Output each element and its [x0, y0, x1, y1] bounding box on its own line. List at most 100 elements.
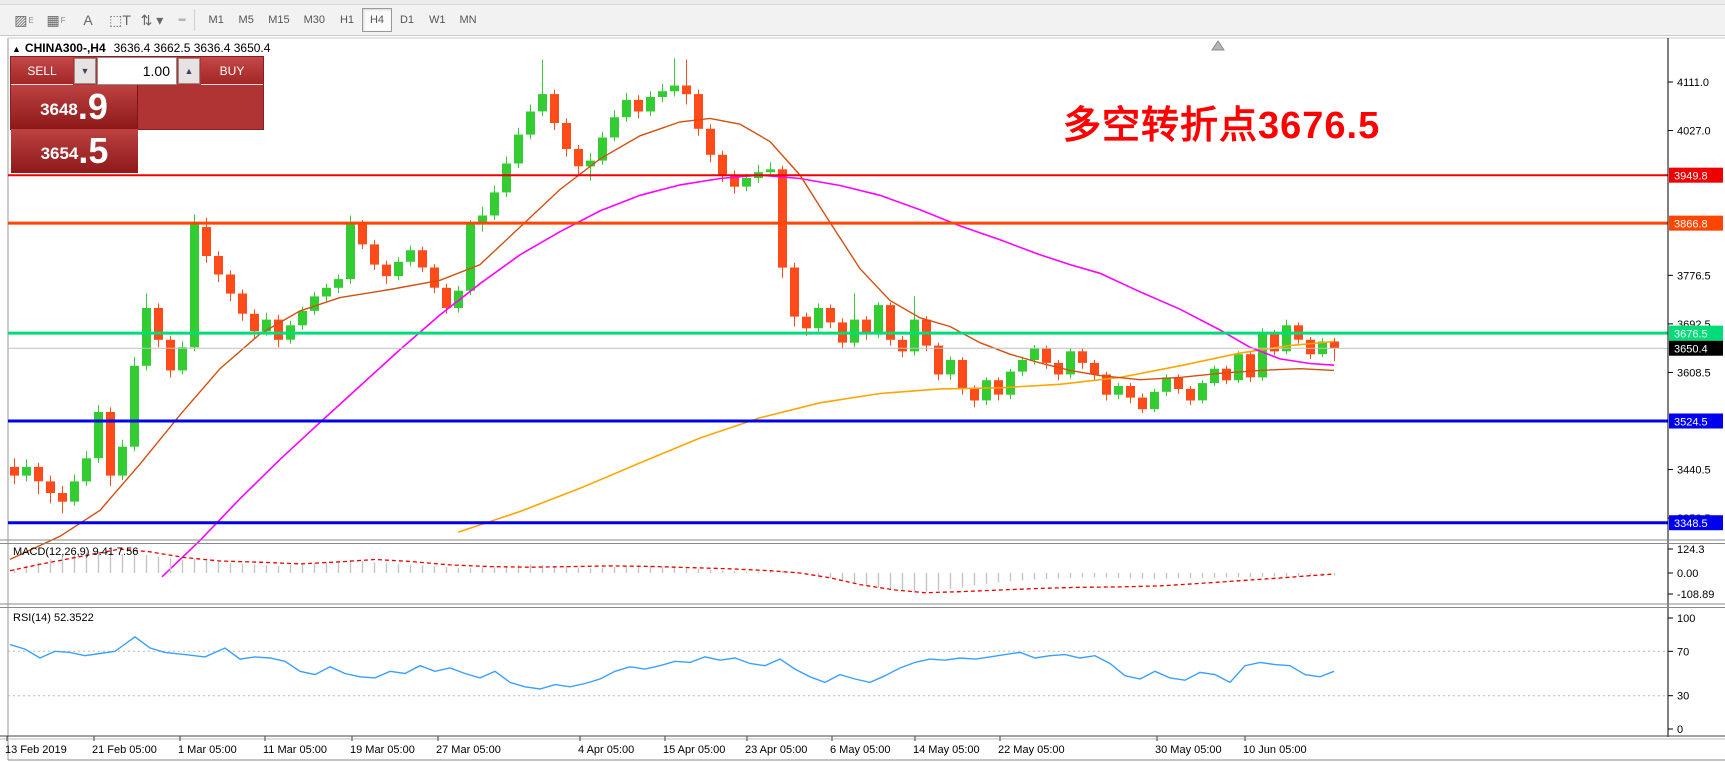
macd-axis-label: -108.89 [1677, 589, 1714, 601]
toolbar-drag-handle[interactable]: ▪▪▪▪ [178, 14, 186, 26]
timeframe-button-h1[interactable]: H1 [339, 14, 355, 26]
candle [490, 185, 499, 221]
sell-price-main: 3648 [40, 100, 78, 119]
candle [1150, 388, 1159, 412]
candle [334, 274, 343, 293]
candle [1138, 393, 1147, 414]
cycle-arrows-icon[interactable]: ⇅ ▾ [140, 11, 164, 28]
candle [1282, 319, 1291, 355]
ohlc-values: 3636.4 3662.5 3636.4 3650.4 [113, 41, 271, 55]
candle [1246, 351, 1255, 382]
candle [10, 458, 19, 485]
price-axis-label: 3440.5 [1677, 465, 1711, 477]
candle [850, 293, 859, 348]
candle [634, 95, 643, 119]
price-axis-label: 3608.5 [1677, 367, 1711, 379]
timeframe-button-m1[interactable]: M1 [208, 14, 224, 26]
candle [790, 262, 799, 327]
timeframe-button-mn[interactable]: MN [459, 14, 477, 26]
textbox-icon[interactable]: ⬚T [109, 11, 131, 28]
ma-mid-line [161, 174, 1335, 578]
indicators-icon[interactable]: ▨ E [14, 11, 34, 28]
candle [166, 335, 175, 378]
price-line-tag: 3650.4 [1674, 344, 1708, 356]
ma-fast-line [9, 117, 1335, 561]
candle [70, 474, 79, 506]
bull-bear-turning-point-annotation: 多空转折点3676.5 [1063, 105, 1381, 147]
candle [910, 296, 919, 356]
candle [1210, 365, 1219, 386]
timeframe-button-m15[interactable]: M15 [268, 14, 290, 26]
price-line-tag: 3676.5 [1674, 329, 1708, 341]
volume-up-button[interactable]: ▲ [178, 58, 200, 84]
candle [766, 162, 775, 177]
time-axis-label: 1 Mar 05:00 [178, 744, 237, 756]
time-axis-label: 22 May 05:00 [998, 744, 1065, 756]
candle [382, 260, 391, 284]
volume-spinner: ▼ 1.00 ▲ [73, 57, 201, 85]
chart-title: ▲ CHINA300-,H4 3636.4 3662.5 3636.4 3650.4 [12, 41, 270, 55]
sell-price-tile[interactable]: 3648.9 [11, 85, 138, 129]
timeframe-button-m5[interactable]: M5 [238, 14, 254, 26]
candle [1186, 386, 1195, 406]
sell-button[interactable]: SELL [11, 57, 73, 85]
candle [1222, 365, 1231, 385]
volume-down-button[interactable]: ▼ [74, 58, 96, 84]
candle [562, 118, 571, 157]
candle [1258, 328, 1267, 381]
chart-shift-marker-icon[interactable] [1211, 40, 1225, 51]
candle [58, 486, 67, 514]
buy-price-tile[interactable]: 3654.5 [11, 129, 138, 173]
macd-axis-label: 124.3 [1677, 544, 1705, 556]
candle [82, 451, 91, 486]
candle [646, 91, 655, 117]
candle [1018, 356, 1027, 377]
time-axis-label: 10 Jun 05:00 [1243, 744, 1307, 756]
time-axis-label: 4 Apr 05:00 [578, 744, 634, 756]
main-toolbar: ▨ E ▦ F A ⬚T ⇅ ▾ ▪▪▪▪ M1 M5 M15 M30 H1 H4 D1 W1 MN [0, 5, 1725, 36]
timeframe-button-m30[interactable]: M30 [303, 14, 325, 26]
timeframe-button-d1[interactable]: D1 [399, 14, 415, 26]
candle [826, 304, 835, 329]
timeframe-button-w1[interactable]: W1 [429, 14, 446, 26]
candle [214, 251, 223, 282]
candle [274, 314, 283, 348]
candle [934, 342, 943, 381]
candle [238, 289, 247, 321]
candle [370, 239, 379, 270]
candle [946, 356, 955, 380]
symbol-period: CHINA300-,H4 [24, 41, 106, 55]
candle [190, 214, 199, 352]
price-line-tag: 3866.8 [1674, 219, 1708, 231]
candle [130, 357, 139, 452]
candle [310, 291, 319, 315]
text-label-icon[interactable]: A [83, 12, 93, 28]
volume-input[interactable]: 1.00 [97, 57, 177, 85]
rsi-axis-label: 30 [1677, 691, 1689, 703]
price-line-tag-bg [1669, 325, 1723, 341]
candle [886, 302, 895, 346]
candle [514, 127, 523, 169]
candle [34, 462, 43, 495]
candle [550, 89, 559, 130]
toolbar-icon-group: ▨ E ▦ F A ⬚T ⇅ ▾ [8, 8, 168, 32]
grid-icon[interactable]: ▦ F [46, 11, 66, 28]
candle [466, 220, 475, 296]
candle [346, 215, 355, 284]
candle [454, 286, 463, 313]
rsi-indicator-label: RSI(14) 52.3522 [13, 612, 94, 624]
time-axis-label: 6 May 05:00 [830, 744, 891, 756]
candle [754, 164, 763, 184]
buy-button[interactable]: BUY [201, 57, 263, 85]
price-line-tag-bg [1669, 515, 1723, 531]
macd-axis-label: 0.00 [1677, 568, 1698, 580]
candle [1318, 338, 1327, 358]
timeframe-button-h4[interactable]: H4 [362, 8, 392, 32]
price-axis-label: 4111.0 [1677, 77, 1709, 89]
candle [1198, 380, 1207, 404]
time-axis-label: 15 Apr 05:00 [663, 744, 725, 756]
candle [46, 475, 55, 504]
collapse-triangle-icon[interactable]: ▲ [12, 44, 21, 54]
candle [1054, 360, 1063, 381]
